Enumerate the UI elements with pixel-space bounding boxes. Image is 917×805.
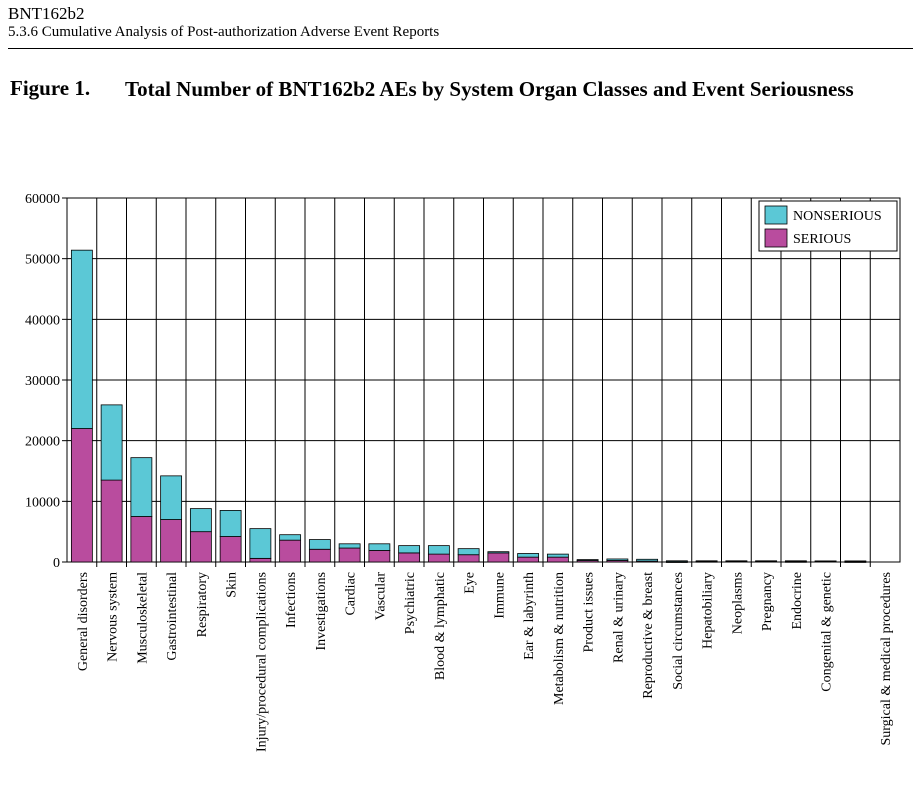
legend-label: NONSERIOUS xyxy=(793,209,882,224)
x-tick-label: Metabolism & nutrition xyxy=(552,572,567,705)
figure-label: Figure 1. xyxy=(10,76,91,100)
x-tick-label: Skin xyxy=(225,572,240,598)
y-tick-label: 10000 xyxy=(25,495,60,510)
legend-swatch xyxy=(764,228,788,248)
x-tick-label: Respiratory xyxy=(195,572,210,637)
bar-serious xyxy=(279,539,302,563)
y-tick-label: 50000 xyxy=(25,253,60,268)
bar-serious xyxy=(398,552,421,563)
bar-serious xyxy=(457,554,480,563)
bar-nonserious xyxy=(665,560,688,563)
bar-nonserious xyxy=(189,508,212,533)
bar-nonserious xyxy=(606,558,629,561)
x-tick-label: Eye xyxy=(463,572,478,594)
bar-nonserious xyxy=(517,553,540,558)
y-tick-label: 30000 xyxy=(25,374,60,389)
x-tick-label: Cardiac xyxy=(344,572,359,616)
x-tick-label: Surgical & medical procedures xyxy=(879,572,894,746)
bar-nonserious xyxy=(308,539,331,550)
y-tick-label: 0 xyxy=(53,556,60,571)
bar-nonserious xyxy=(70,249,93,429)
x-tick-label: Ear & labyrinth xyxy=(522,572,537,660)
x-tick-label: Musculoskeletal xyxy=(135,572,150,664)
bar-nonserious xyxy=(427,545,450,555)
x-tick-label: Immune xyxy=(492,572,507,619)
document-header: BNT162b2 5.3.6 Cumulative Analysis of Po… xyxy=(8,4,913,41)
bar-nonserious xyxy=(457,548,480,556)
bar-nonserious xyxy=(219,510,242,537)
x-tick-label: Neoplasms xyxy=(730,572,745,634)
bar-serious xyxy=(427,553,450,563)
document-section: 5.3.6 Cumulative Analysis of Post-author… xyxy=(8,24,440,40)
bar-nonserious xyxy=(130,457,153,517)
bar-nonserious xyxy=(279,534,302,541)
x-tick-label: Nervous system xyxy=(106,572,121,662)
bar-serious xyxy=(487,552,510,563)
y-tick-label: 60000 xyxy=(25,192,60,207)
bar-serious xyxy=(219,536,242,563)
bar-nonserious xyxy=(160,475,183,520)
bar-serious xyxy=(338,547,361,563)
x-tick-label: Infections xyxy=(284,572,299,628)
bar-nonserious xyxy=(249,528,272,559)
bar-serious xyxy=(160,519,183,563)
header-rule xyxy=(8,48,913,49)
bar-nonserious xyxy=(636,558,659,562)
x-tick-label: Gastrointestinal xyxy=(165,572,180,661)
bar-nonserious xyxy=(100,404,123,481)
bar-nonserious xyxy=(487,551,510,554)
legend-label: SERIOUS xyxy=(793,232,851,247)
figure-title: Total Number of BNT162b2 AEs by System O… xyxy=(125,77,854,101)
bar-serious xyxy=(517,556,540,563)
bar-nonserious xyxy=(755,560,778,562)
bar-serious xyxy=(368,550,391,563)
bar-serious xyxy=(100,479,123,563)
x-tick-label: Injury/procedural complications xyxy=(254,572,269,752)
x-tick-label: Product issues xyxy=(582,572,597,653)
x-tick-label: Social circumstances xyxy=(671,572,686,690)
x-tick-label: Renal & urinary xyxy=(611,572,626,663)
x-tick-label: Psychiatric xyxy=(403,572,418,634)
x-tick-label: Blood & lymphatic xyxy=(433,572,448,680)
document-id: BNT162b2 xyxy=(8,4,85,23)
y-tick-label: 40000 xyxy=(25,313,60,328)
bar-nonserious xyxy=(695,560,718,562)
bar-serious xyxy=(189,531,212,563)
bar-nonserious xyxy=(814,560,837,563)
x-tick-label: Reproductive & breast xyxy=(641,572,656,699)
bar-serious xyxy=(546,556,569,563)
x-tick-label: General disorders xyxy=(76,572,91,671)
x-tick-label: Pregnancy xyxy=(760,572,775,631)
bar-serious xyxy=(308,548,331,563)
bar-serious xyxy=(70,428,93,563)
x-tick-label: Congenital & genetic xyxy=(820,572,835,692)
bar-nonserious xyxy=(576,559,599,561)
bar-nonserious xyxy=(546,553,569,558)
x-tick-label: Vascular xyxy=(373,572,388,621)
x-tick-label: Endocrine xyxy=(790,572,805,630)
x-tick-label: Hepatobiliary xyxy=(701,572,716,649)
legend-swatch xyxy=(764,205,788,225)
bar-nonserious xyxy=(784,560,807,562)
bar-serious xyxy=(249,557,272,563)
bar-nonserious xyxy=(338,543,361,549)
bar-nonserious xyxy=(398,545,421,554)
bar-nonserious xyxy=(368,543,391,551)
x-tick-label: Investigations xyxy=(314,572,329,651)
y-tick-label: 20000 xyxy=(25,435,60,450)
bar-nonserious xyxy=(844,560,867,563)
bar-serious xyxy=(130,516,153,563)
bar-nonserious xyxy=(725,560,748,562)
